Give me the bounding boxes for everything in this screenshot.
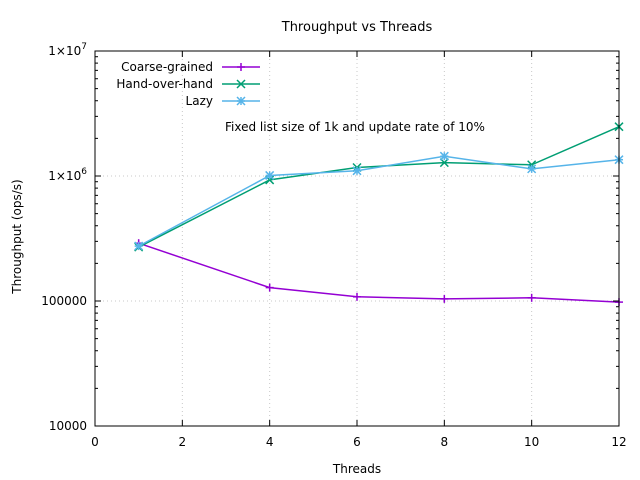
legend-marker-coarse-grained — [237, 63, 245, 71]
x-tick-label: 6 — [353, 435, 361, 449]
data-point-lazy — [439, 151, 449, 161]
legend: Coarse-grained Hand-over-hand Lazy — [116, 60, 260, 108]
legend-marker-lazy — [236, 96, 246, 106]
series-line-hand-over-hand — [138, 126, 620, 248]
x-tick-label: 10 — [524, 435, 539, 449]
x-axis-label: Threads — [332, 462, 381, 476]
series-line-coarse-grained — [138, 242, 620, 303]
grid — [95, 51, 619, 426]
legend-label-coarse-grained: Coarse-grained — [121, 60, 213, 74]
legend-marker-hand-over-hand — [236, 79, 246, 89]
data-point-coarse-grained — [527, 293, 536, 302]
legend-label-lazy: Lazy — [186, 94, 213, 108]
series-line-lazy — [138, 155, 620, 247]
legend-label-hand-over-hand: Hand-over-hand — [116, 77, 213, 91]
chart-annotation: Fixed list size of 1k and update rate of… — [225, 120, 485, 134]
data-point-lazy — [352, 166, 362, 176]
y-tick-label: 1×106 — [48, 167, 87, 183]
y-tick-label: 10000 — [49, 419, 87, 433]
data-point-lazy — [134, 241, 144, 251]
chart-title: Throughput vs Threads — [281, 20, 433, 35]
x-tick-label: 12 — [611, 435, 626, 449]
data-point-hand-over-hand — [439, 158, 449, 168]
data-point-hand-over-hand — [527, 160, 537, 170]
x-tick-label: 0 — [91, 435, 99, 449]
data-point-coarse-grained — [265, 283, 274, 292]
data-point-lazy — [527, 164, 537, 174]
y-tick-label: 100000 — [41, 294, 87, 308]
x-tick-label: 4 — [266, 435, 274, 449]
y-axis-label: Throughput (ops/s) — [10, 179, 24, 294]
series-layer — [134, 122, 624, 307]
x-tick-label: 2 — [179, 435, 187, 449]
data-point-coarse-grained — [353, 292, 361, 301]
data-point-lazy — [265, 170, 275, 180]
y-tick-label: 1×107 — [48, 42, 87, 58]
x-tick-label: 8 — [441, 435, 449, 449]
axis-ticks: 0 2 4 6 8 10 12 10000 100000 1×106 1×107 — [41, 42, 626, 449]
data-point-coarse-grained — [440, 294, 449, 303]
